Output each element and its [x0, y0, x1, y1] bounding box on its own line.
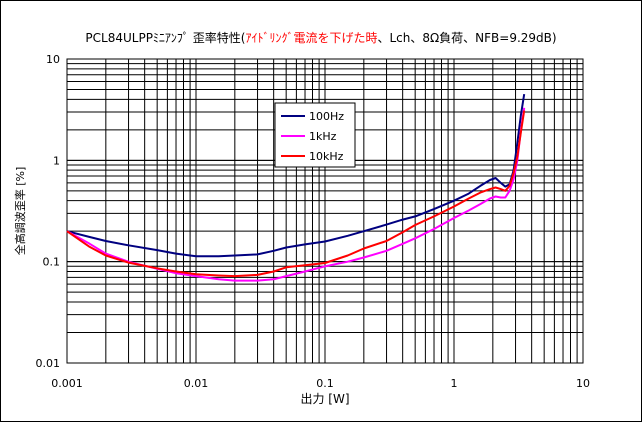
- x-tick-label: 0.001: [51, 377, 83, 390]
- legend: 100Hz 1kHz 10kHz: [274, 102, 356, 168]
- x-tick-label: 10: [576, 377, 590, 390]
- legend-label: 1kHz: [309, 130, 337, 143]
- series-layer: [66, 93, 526, 282]
- series-line-100hz: [66, 93, 526, 258]
- y-tick-label: 10: [46, 53, 60, 66]
- chart-title-part: ｱｲﾄﾞﾘﾝｸﾞ電流を下げた時: [245, 31, 377, 45]
- y-tick-label: 0.01: [36, 357, 61, 370]
- series-line-10khz: [66, 110, 526, 278]
- chart-title: PCL84ULPPﾐﾆｱﾝﾌﾟ 歪率特性(ｱｲﾄﾞﾘﾝｸﾞ電流を下げた時、Lch…: [85, 30, 556, 45]
- y-axis-label: 全高調波歪率 [%]: [13, 167, 27, 256]
- x-tick-label: 0.1: [316, 377, 334, 390]
- legend-label: 10kHz: [309, 150, 344, 163]
- chart-title-part: PCL84ULPPﾐﾆｱﾝﾌﾟ 歪率特性(: [85, 30, 245, 45]
- chart-title-part: 、Lch、8Ω負荷、NFB=9.29dB): [377, 31, 556, 45]
- legend-label: 100Hz: [309, 110, 344, 123]
- x-tick-label: 1: [451, 377, 458, 390]
- plot-area: [66, 58, 584, 364]
- y-tick-label: 1: [53, 154, 60, 167]
- x-tick-label: 0.01: [184, 377, 209, 390]
- x-axis-label: 出力 [W]: [300, 392, 349, 406]
- tick-labels: 0.001 0.01 0.1 1 10 0.01 0.1 1 10: [36, 53, 591, 390]
- series-line-1khz: [66, 107, 526, 282]
- y-tick-label: 0.1: [43, 256, 61, 269]
